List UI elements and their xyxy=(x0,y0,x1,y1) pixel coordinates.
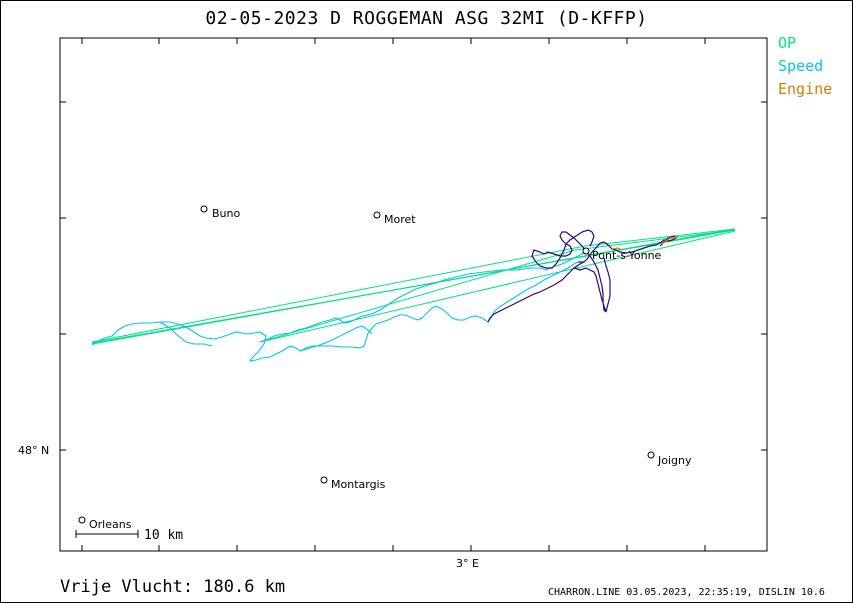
legend-op: OP xyxy=(778,34,797,52)
place-buno: Buno xyxy=(200,205,240,220)
lon-label: 3° E xyxy=(456,557,479,570)
engine-segment xyxy=(611,247,623,251)
lat-label: 48° N xyxy=(18,444,49,457)
place-label: Joigny xyxy=(657,454,692,467)
place-label: Montargis xyxy=(331,478,386,491)
place-montargis: Montargis xyxy=(320,476,386,491)
flight-track xyxy=(487,229,678,323)
place-moret: Moret xyxy=(373,211,416,226)
place-orleans: Orleans xyxy=(78,516,132,531)
legend-engine: Engine xyxy=(778,80,833,98)
flight-title: 02-05-2023 D ROGGEMAN ASG 32MI (D-KFFP) xyxy=(205,8,648,29)
scale-bar: 10 km xyxy=(75,528,183,543)
place-pont-s-yonne: Pont-s-Yonne xyxy=(582,247,662,262)
scale-label: 10 km xyxy=(144,528,183,543)
engine-segment xyxy=(661,235,679,245)
distance-label: Vrije Vlucht: 180.6 km xyxy=(60,577,286,597)
place-label: Moret xyxy=(384,213,416,226)
place-joigny: Joigny xyxy=(647,451,692,467)
place-label: Orleans xyxy=(89,518,132,531)
plot-area xyxy=(59,37,768,552)
place-label: Pont-s-Yonne xyxy=(592,249,662,262)
speed-track xyxy=(91,250,587,362)
legend-speed: Speed xyxy=(778,57,824,75)
place-label: Buno xyxy=(212,207,240,220)
op-lines xyxy=(91,228,736,345)
credit-label: CHARRON.LINE 03.05.2023, 22:35:19, DISLI… xyxy=(548,587,825,598)
